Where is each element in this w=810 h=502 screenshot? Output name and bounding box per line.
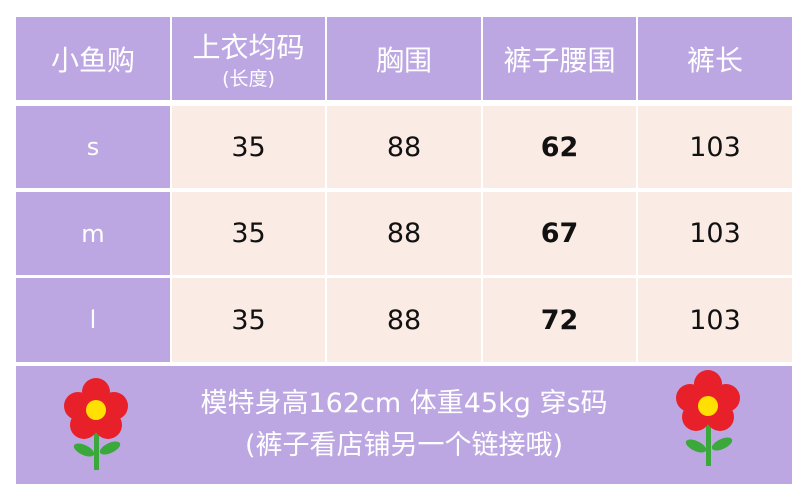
brand-text: 小鱼购 [50,43,135,77]
size-value: l [89,306,97,334]
top-length-note: (长度) [222,68,275,90]
waist-label: 裤子腰围 [503,43,616,77]
flower-icon-left [64,378,128,470]
top-value: 35 [231,304,266,336]
cell-chest: 88 [327,192,481,275]
pants-value: 103 [689,131,741,163]
cell-size: s [16,106,170,188]
header-top-length: 上衣均码 (长度) [172,17,325,100]
chest-label: 胸围 [375,43,432,77]
cell-chest: 88 [327,106,481,188]
model-info: 模特身高162cm 体重45kg 穿s码 [200,388,608,419]
size-value: s [86,133,100,161]
chest-value: 88 [386,131,422,163]
cell-pants: 103 [638,278,792,362]
header-pants-length: 裤长 [638,17,792,100]
header-chest: 胸围 [327,17,481,100]
cell-pants: 103 [638,192,792,275]
cell-top: 35 [172,192,325,275]
cell-top: 35 [172,106,325,188]
top-value: 35 [231,218,266,249]
pants-value: 103 [689,218,741,249]
cell-size: l [16,278,170,362]
cell-top: 35 [172,278,325,362]
waist-value: 72 [540,304,579,336]
header-brand: 小鱼购 [16,17,170,100]
cell-waist: 72 [483,278,636,362]
footer-note: 模特身高162cm 体重45kg 穿s码 (裤子看店铺另一个链接哦) [16,366,792,484]
chest-value: 88 [386,218,422,249]
waist-value: 67 [540,218,579,249]
top-value: 35 [231,131,266,163]
cell-waist: 67 [483,192,636,275]
flower-icon-right [676,370,740,466]
cell-size: m [16,192,170,275]
pants-length-label: 裤长 [686,43,743,77]
cell-pants: 103 [638,106,792,188]
chest-value: 88 [386,304,422,336]
cell-waist: 62 [483,106,636,188]
pants-value: 103 [689,304,741,336]
pants-link-note: (裤子看店铺另一个链接哦) [244,430,564,461]
header-waist: 裤子腰围 [483,17,636,100]
cell-chest: 88 [327,278,481,362]
waist-value: 62 [540,131,579,163]
size-value: m [81,219,105,248]
top-length-label: 上衣均码 [192,31,305,64]
